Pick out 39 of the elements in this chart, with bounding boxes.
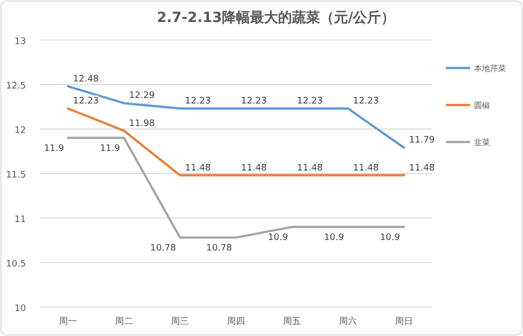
y-tick-label: 13 [14, 37, 26, 47]
data-label: 10.9 [324, 232, 344, 243]
x-tick-label: 周一 [59, 316, 77, 327]
x-tick-label: 周二 [115, 316, 133, 327]
x-tick-label: 周三 [171, 316, 189, 327]
y-tick-label: 11.5 [6, 170, 26, 180]
data-label: 12.48 [73, 74, 100, 84]
data-label: 10.9 [380, 232, 400, 243]
data-label: 10.78 [150, 244, 176, 254]
data-label: 12.23 [297, 96, 323, 107]
x-tick-label: 周四 [227, 316, 245, 327]
y-tick-label: 11 [14, 215, 26, 225]
y-tick-label: 12.5 [6, 82, 26, 92]
data-label: 10.9 [268, 232, 288, 243]
data-label: 11.48 [185, 163, 212, 174]
data-label: 11.79 [409, 136, 436, 146]
data-label: 12.23 [353, 96, 379, 107]
x-tick-label: 周六 [339, 316, 357, 327]
y-tick-label: 10.5 [6, 260, 26, 270]
data-label: 11.48 [241, 163, 268, 174]
data-label: 11.9 [100, 144, 120, 154]
data-label: 12.23 [185, 96, 211, 107]
legend-label: 本地芹菜 [474, 64, 506, 73]
data-label: 11.9 [44, 144, 64, 154]
x-tick-label: 周五 [283, 316, 301, 327]
data-label: 10.78 [206, 244, 232, 254]
data-label: 11.48 [297, 163, 324, 174]
legend-label: 韭菜 [474, 138, 490, 147]
legend-label: 圆椒 [474, 101, 490, 110]
data-label: 11.98 [129, 118, 156, 129]
y-tick-label: 10 [14, 304, 26, 314]
x-tick-label: 周日 [395, 316, 413, 327]
data-label: 12.23 [73, 96, 99, 107]
data-label: 12.29 [129, 91, 156, 102]
data-label: 11.48 [409, 163, 436, 174]
chart-title: 2.7-2.13降幅最大的蔬菜（元/公斤） [156, 9, 396, 26]
data-label: 12.23 [241, 96, 267, 107]
y-tick-label: 12 [14, 126, 26, 136]
data-label: 11.48 [353, 163, 380, 174]
